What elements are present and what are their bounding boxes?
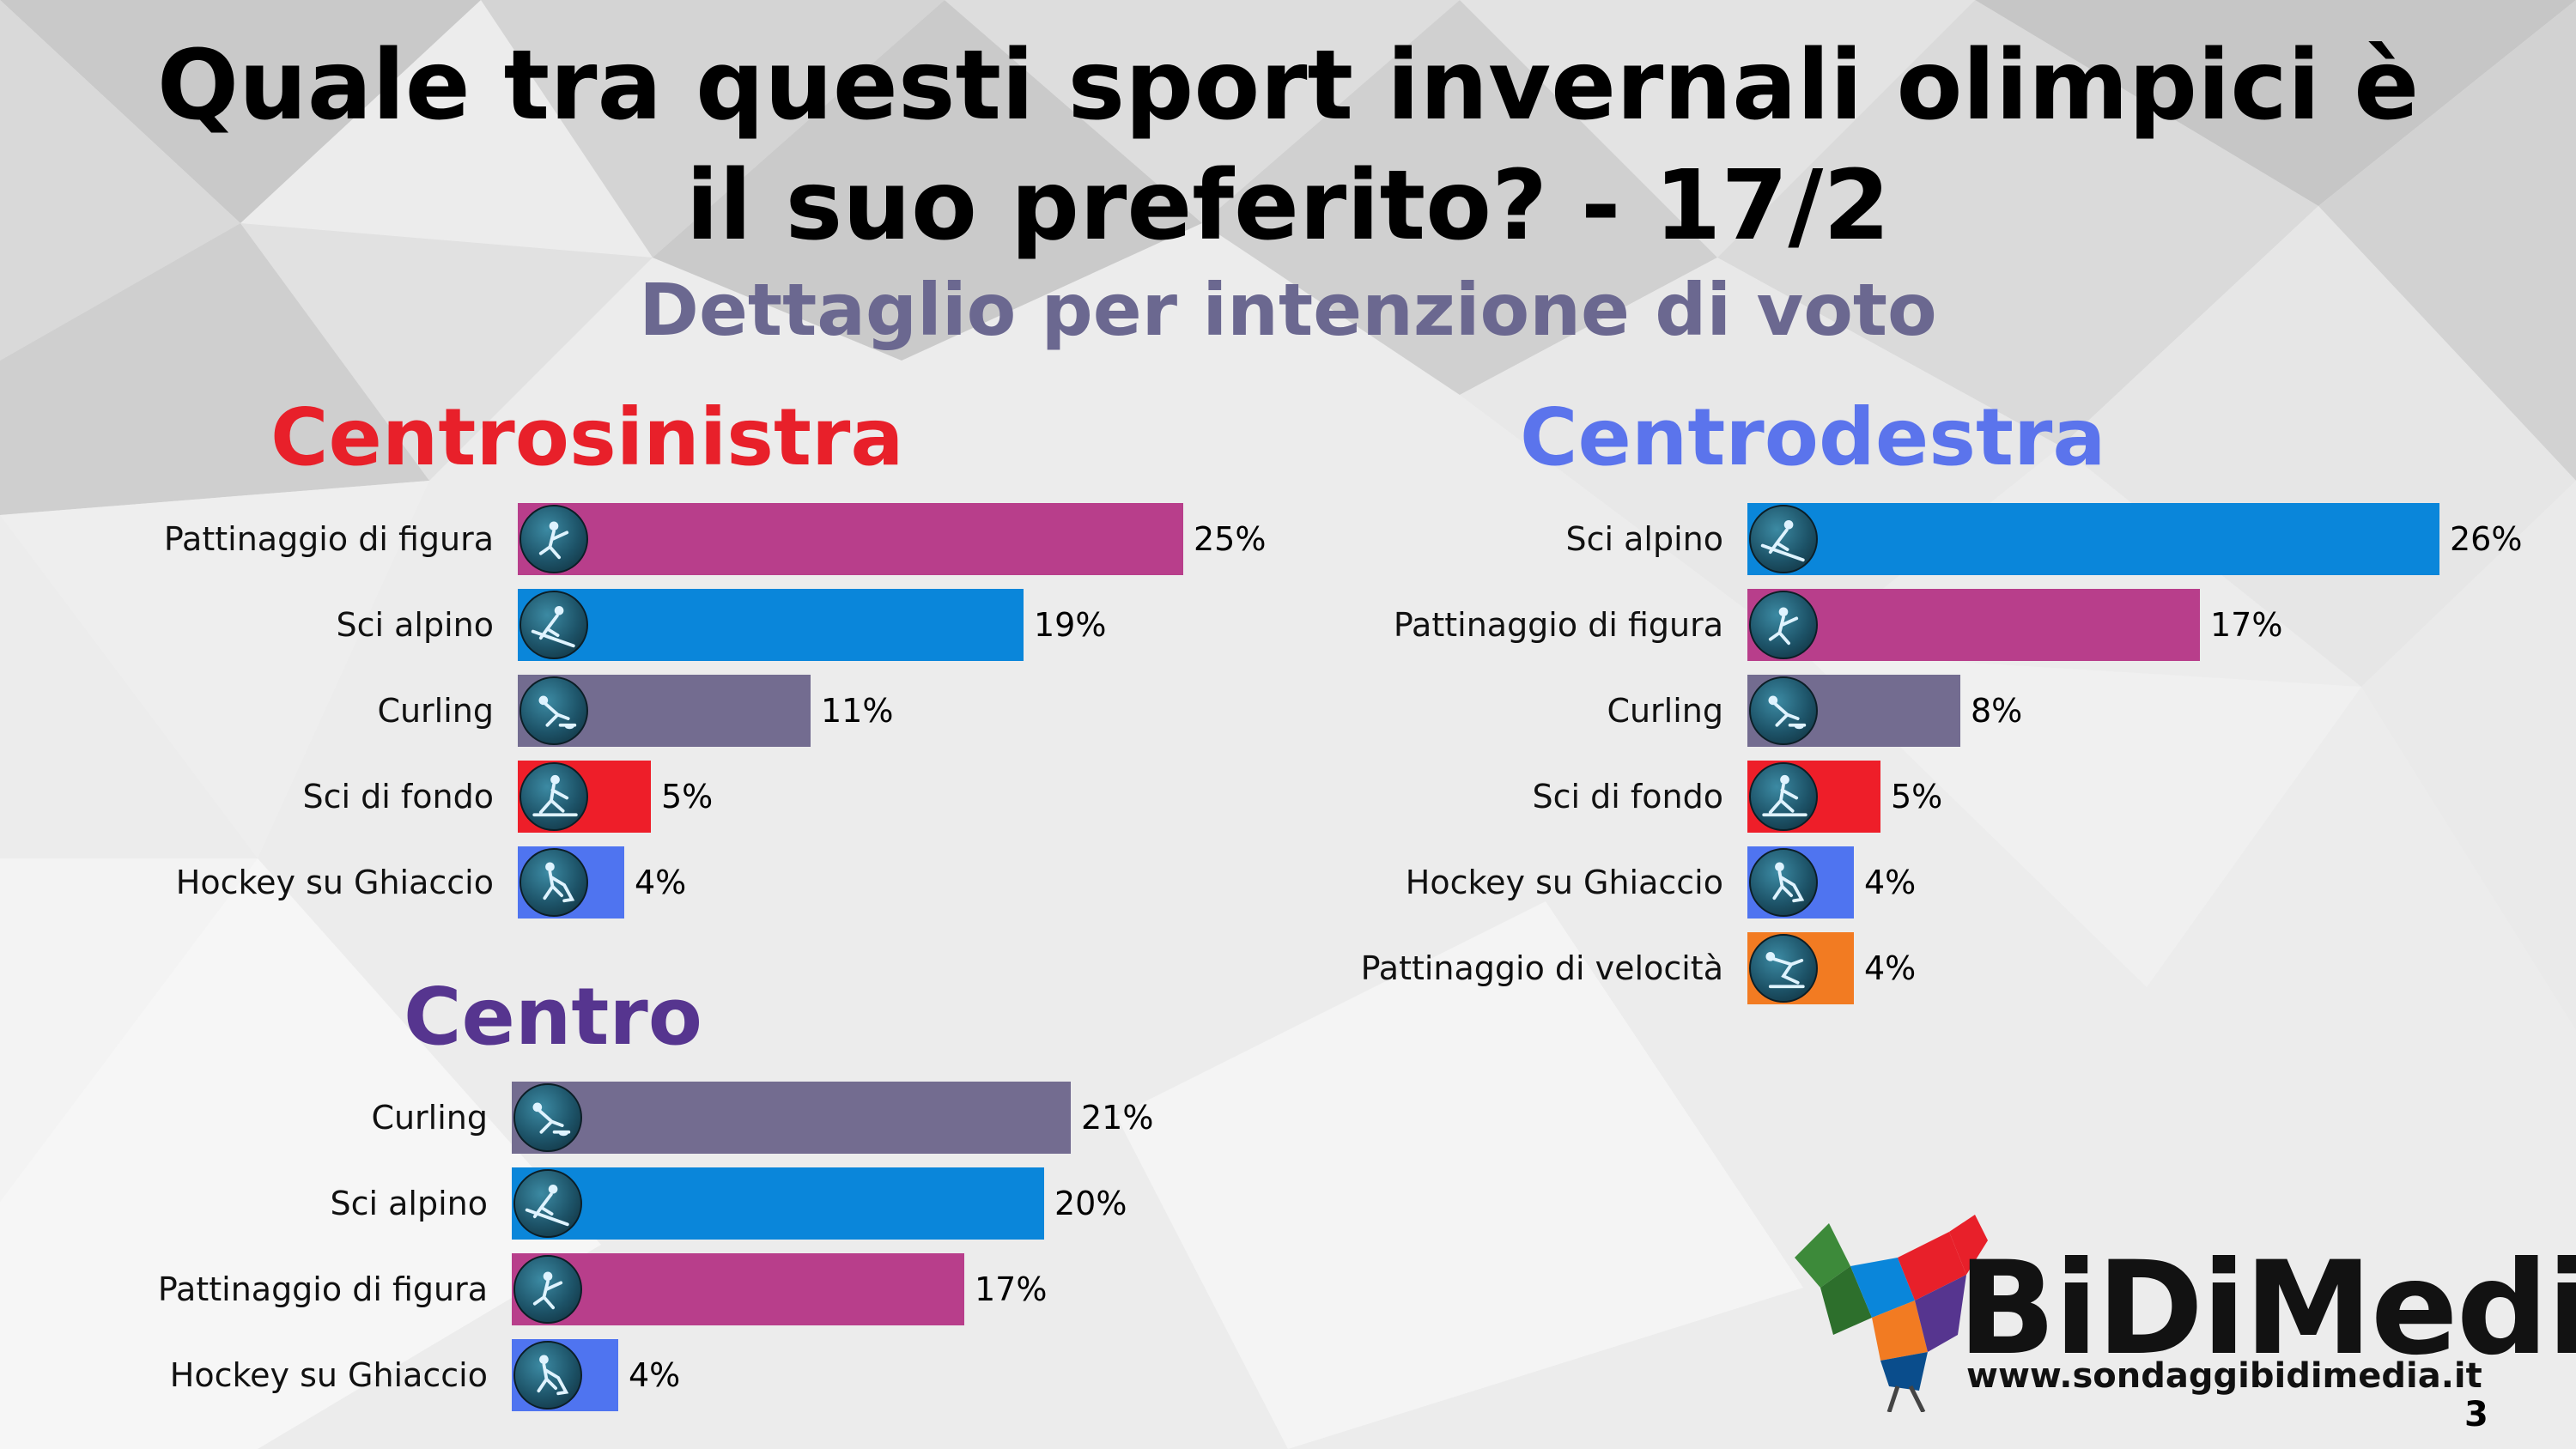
value-label: 26% [2450,520,2523,558]
value-label: 20% [1054,1185,1127,1222]
ice-hockey-icon [519,848,588,917]
speed-skating-icon [1749,934,1818,1003]
bar [1747,503,2439,575]
brand-name: BiDiMedia [1958,1234,2576,1384]
value-label: 25% [1194,520,1267,558]
curling-icon [1749,676,1818,745]
category-label: Sci di fondo [1532,778,1724,815]
bar [1747,846,1854,919]
page-number: 3 [2464,1395,2488,1434]
category-label: Hockey su Ghiaccio [169,1356,488,1394]
cross-country-skiing-icon [1749,762,1818,831]
value-label: 19% [1034,606,1107,644]
category-label: Curling [1607,692,1723,730]
alpine-skiing-icon [519,591,588,659]
bar [512,1082,1071,1154]
category-label: Sci alpino [336,606,494,644]
value-label: 4% [635,864,687,901]
brand-url: www.sondaggibidimedia.it [1966,1356,2482,1396]
value-label: 5% [661,778,714,815]
value-label: 21% [1081,1099,1154,1137]
category-label: Sci alpino [1565,520,1723,558]
category-label: Hockey su Ghiaccio [175,864,494,901]
category-label: Curling [377,692,494,730]
ice-hockey-icon [1749,848,1818,917]
value-label: 5% [1891,778,1943,815]
category-label: Sci alpino [330,1185,488,1222]
alpine-skiing-icon [1749,505,1818,573]
figure-skating-icon [513,1255,582,1324]
value-label: 8% [1971,692,2023,730]
value-label: 11% [821,692,894,730]
curling-icon [513,1083,582,1152]
group-title-centrodestra: Centrodestra [1520,391,2106,483]
group-title-centrosinistra: Centrosinistra [270,391,904,483]
category-label: Pattinaggio di figura [157,1270,488,1308]
bar [512,1339,618,1411]
bar [518,675,811,747]
bar [1747,675,1960,747]
bar [1747,761,1880,833]
page-title: Quale tra questi sport invernali olimpic… [156,30,2420,262]
bar [512,1167,1044,1240]
value-label: 4% [1864,864,1917,901]
curling-icon [519,676,588,745]
bar [512,1253,964,1325]
category-label: Sci di fondo [302,778,495,815]
value-label: 17% [975,1270,1048,1308]
figure-skating-icon [1749,591,1818,659]
bar [518,846,624,919]
value-label: 4% [629,1356,681,1394]
alpine-skiing-icon [513,1169,582,1238]
bar [1747,589,2200,661]
category-label: Hockey su Ghiaccio [1405,864,1723,901]
category-label: Pattinaggio di velocità [1360,949,1723,987]
bar [518,503,1183,575]
value-label: 4% [1864,949,1917,987]
bidimedia-rooster-logo [1795,1215,1988,1412]
bar [518,761,651,833]
group-title-centro: Centro [404,971,702,1063]
category-label: Curling [371,1099,488,1137]
cross-country-skiing-icon [519,762,588,831]
value-label: 17% [2210,606,2283,644]
category-label: Pattinaggio di figura [163,520,494,558]
figure-skating-icon [519,505,588,573]
ice-hockey-icon [513,1341,582,1410]
bar [1747,932,1854,1004]
bar [518,589,1024,661]
page-subtitle: Dettaglio per intenzione di voto [639,268,1937,352]
category-label: Pattinaggio di figura [1393,606,1723,644]
